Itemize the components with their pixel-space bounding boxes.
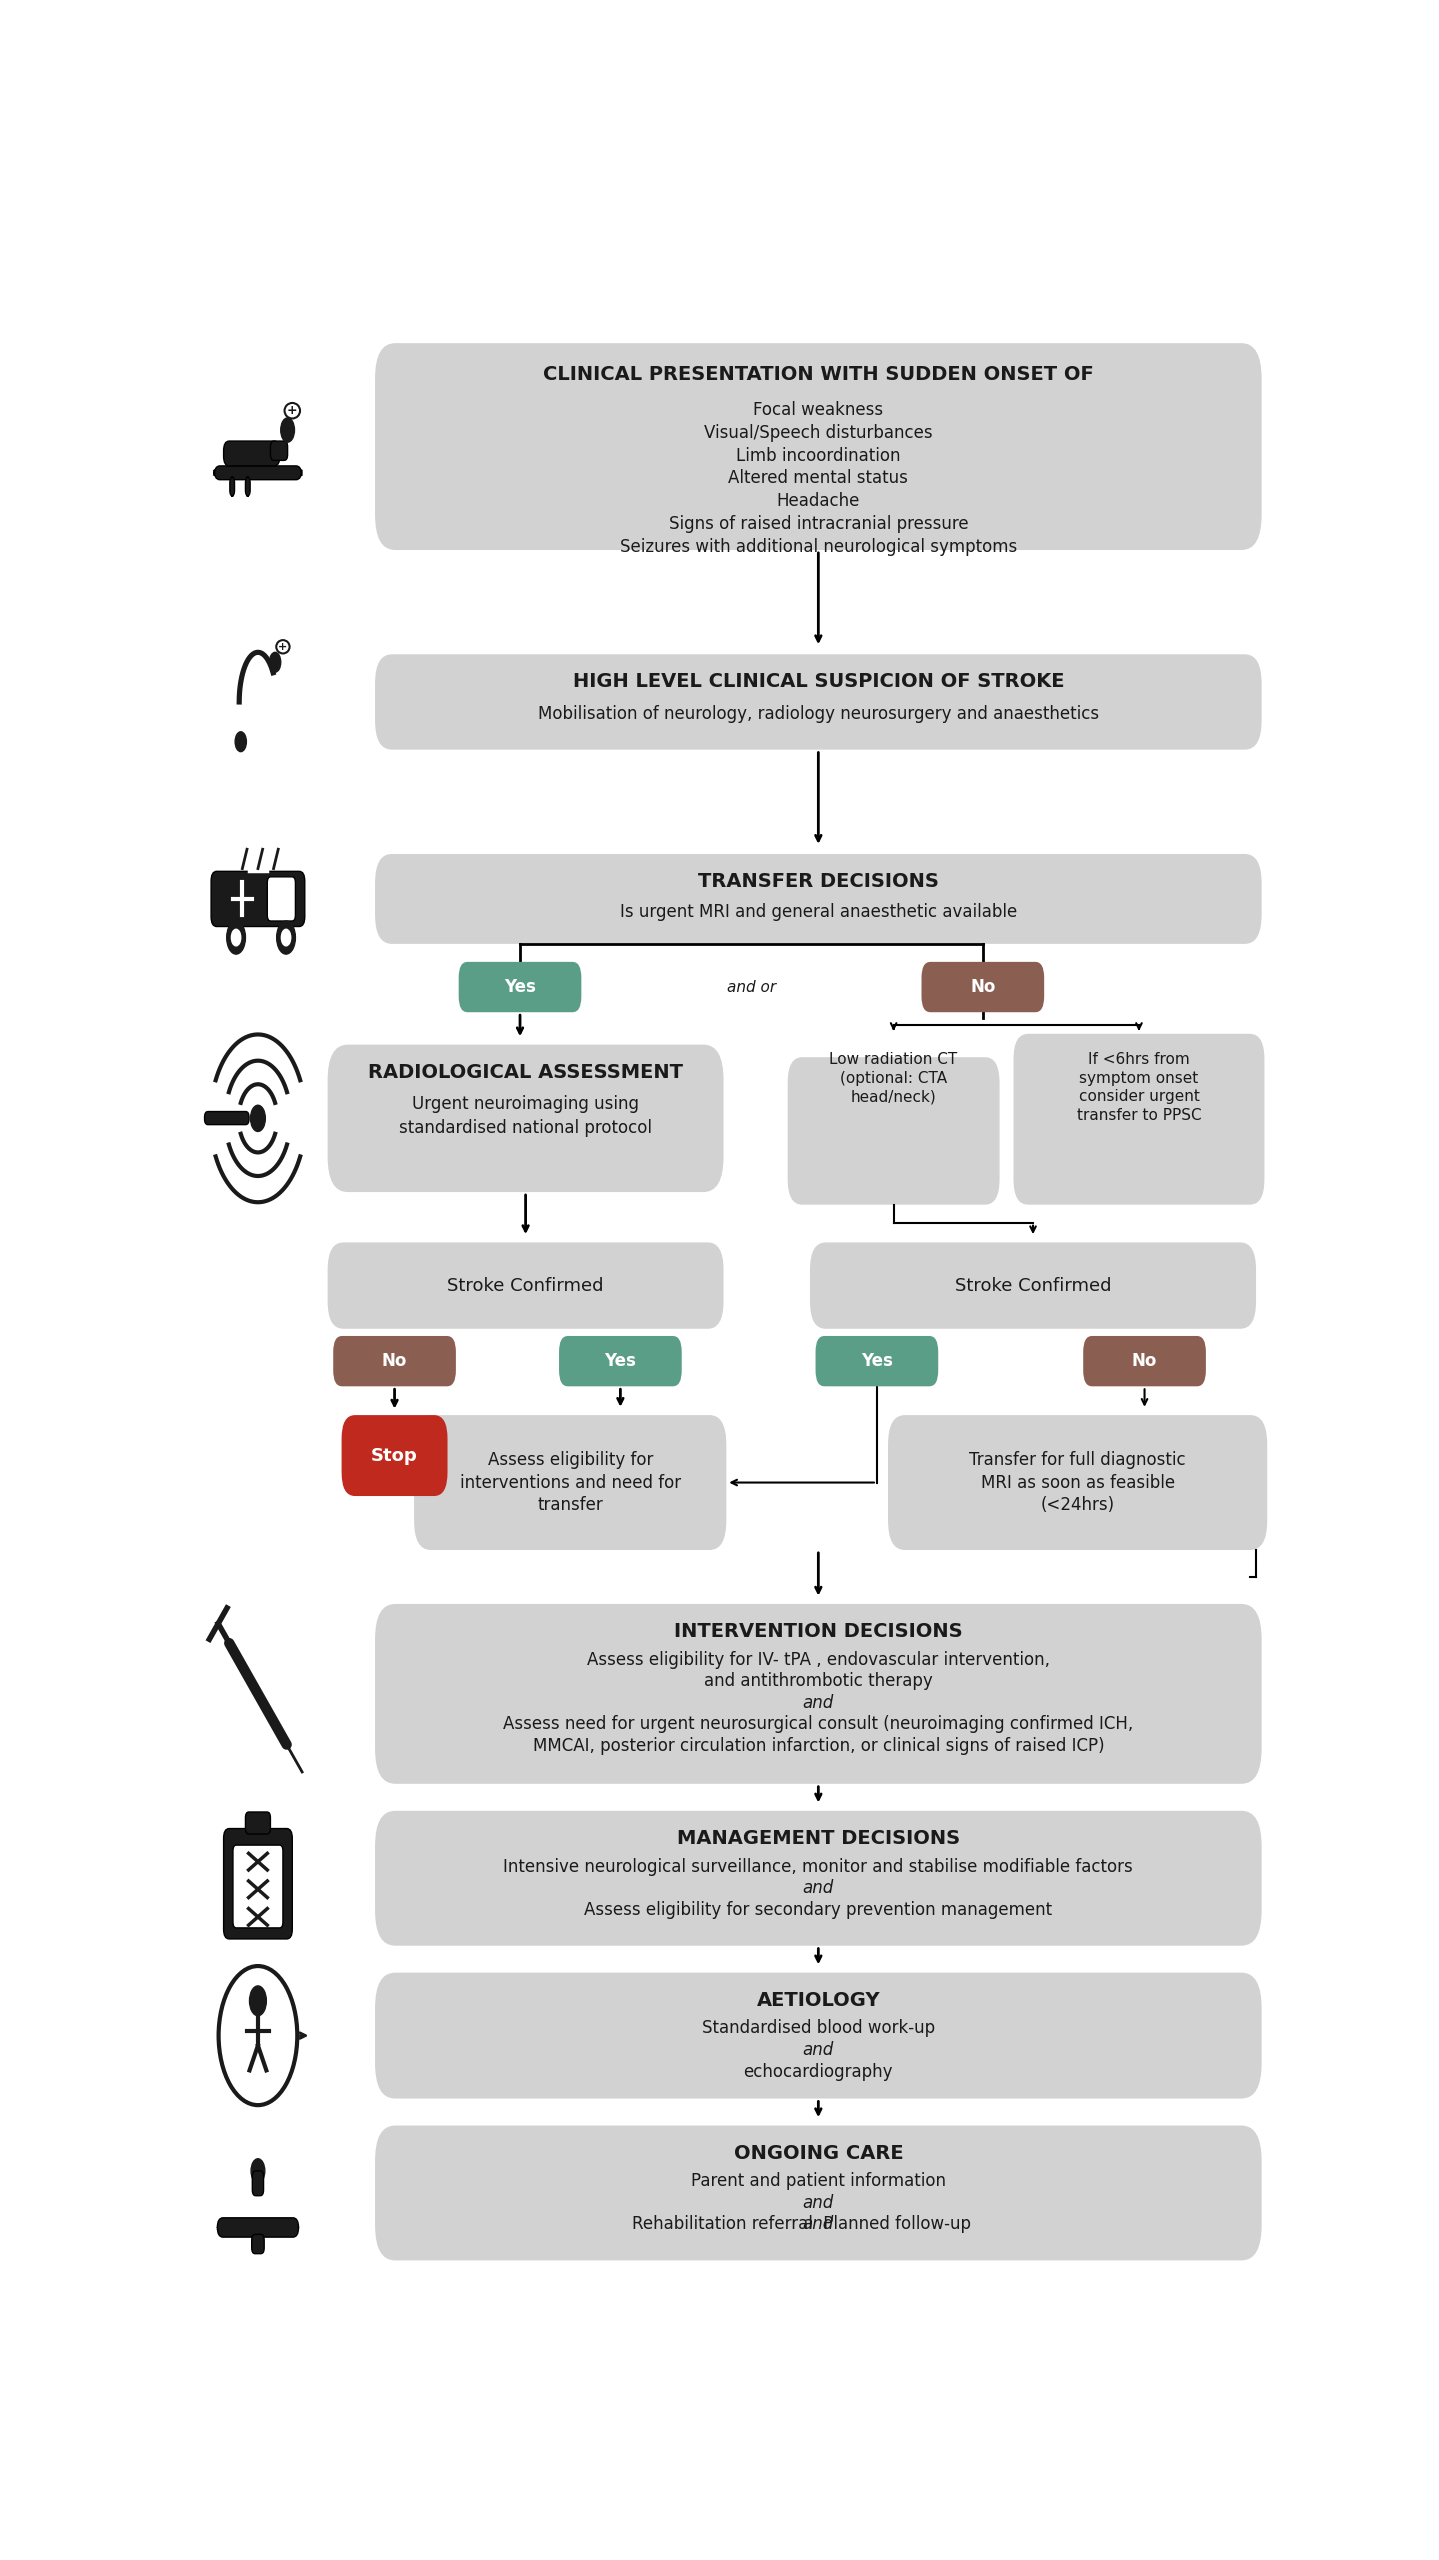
FancyBboxPatch shape xyxy=(271,440,288,461)
Text: AETIOLOGY: AETIOLOGY xyxy=(757,1992,881,2010)
Text: No: No xyxy=(970,978,996,996)
Text: Standardised blood work-up: Standardised blood work-up xyxy=(702,2020,935,2038)
Text: Assess eligibility for
interventions and need for
transfer: Assess eligibility for interventions and… xyxy=(459,1452,681,1516)
FancyBboxPatch shape xyxy=(268,878,295,922)
FancyBboxPatch shape xyxy=(328,1242,724,1329)
FancyBboxPatch shape xyxy=(246,1812,271,1833)
Text: and: and xyxy=(803,2040,835,2058)
FancyBboxPatch shape xyxy=(223,1828,292,1938)
FancyBboxPatch shape xyxy=(328,1044,724,1193)
FancyBboxPatch shape xyxy=(558,1336,682,1388)
Text: and or: and or xyxy=(727,980,776,993)
Text: and: and xyxy=(803,2194,835,2212)
FancyBboxPatch shape xyxy=(212,870,305,927)
Text: TRANSFER DECISIONS: TRANSFER DECISIONS xyxy=(698,873,938,891)
FancyBboxPatch shape xyxy=(376,1605,1262,1784)
Text: CLINICAL PRESENTATION WITH SUDDEN ONSET OF: CLINICAL PRESENTATION WITH SUDDEN ONSET … xyxy=(543,364,1094,384)
FancyBboxPatch shape xyxy=(223,440,279,466)
Text: and: and xyxy=(803,2214,835,2232)
Text: If <6hrs from
symptom onset
consider urgent
transfer to PPSC: If <6hrs from symptom onset consider urg… xyxy=(1076,1052,1202,1124)
FancyBboxPatch shape xyxy=(888,1416,1268,1549)
Text: Stroke Confirmed: Stroke Confirmed xyxy=(448,1277,604,1295)
Text: echocardiography: echocardiography xyxy=(744,2063,894,2081)
Text: Assess eligibility for IV- tPA , endovascular intervention,: Assess eligibility for IV- tPA , endovas… xyxy=(587,1651,1050,1669)
Text: No: No xyxy=(1132,1352,1157,1370)
Text: MMCAI, posterior circulation infarction, or clinical signs of raised ICP): MMCAI, posterior circulation infarction,… xyxy=(532,1738,1104,1756)
FancyBboxPatch shape xyxy=(376,1974,1262,2099)
Text: INTERVENTION DECISIONS: INTERVENTION DECISIONS xyxy=(673,1623,963,1641)
Text: Low radiation CT
(optional: CTA
head/neck): Low radiation CT (optional: CTA head/nec… xyxy=(829,1052,958,1103)
FancyBboxPatch shape xyxy=(376,2125,1262,2260)
FancyBboxPatch shape xyxy=(810,1242,1256,1329)
Text: ONGOING CARE: ONGOING CARE xyxy=(734,2143,904,2163)
FancyBboxPatch shape xyxy=(230,476,235,497)
FancyBboxPatch shape xyxy=(459,963,581,1011)
Text: Mobilisation of neurology, radiology neurosurgery and anaesthetics: Mobilisation of neurology, radiology neu… xyxy=(538,704,1099,722)
Circle shape xyxy=(269,653,281,673)
Text: Urgent neuroimaging using
standardised national protocol: Urgent neuroimaging using standardised n… xyxy=(399,1096,652,1137)
FancyBboxPatch shape xyxy=(246,476,250,497)
Circle shape xyxy=(250,1106,265,1132)
Circle shape xyxy=(249,1987,266,2015)
Text: Assess need for urgent neurosurgical consult (neuroimaging confirmed ICH,: Assess need for urgent neurosurgical con… xyxy=(504,1715,1134,1733)
Text: Yes: Yes xyxy=(604,1352,636,1370)
Text: Transfer for full diagnostic
MRI as soon as feasible
(<24hrs): Transfer for full diagnostic MRI as soon… xyxy=(970,1452,1186,1516)
FancyBboxPatch shape xyxy=(414,1416,727,1549)
Text: and: and xyxy=(803,1695,835,1713)
Text: Is urgent MRI and general anaesthetic available: Is urgent MRI and general anaesthetic av… xyxy=(620,904,1017,922)
FancyBboxPatch shape xyxy=(376,655,1262,750)
Text: Rehabilitation referral: Rehabilitation referral xyxy=(632,2214,819,2232)
Text: HIGH LEVEL CLINICAL SUSPICION OF STROKE: HIGH LEVEL CLINICAL SUSPICION OF STROKE xyxy=(573,673,1063,691)
FancyBboxPatch shape xyxy=(252,2235,265,2253)
FancyBboxPatch shape xyxy=(921,963,1045,1011)
Text: +: + xyxy=(286,404,298,417)
Text: No: No xyxy=(381,1352,407,1370)
FancyBboxPatch shape xyxy=(204,1111,249,1124)
FancyBboxPatch shape xyxy=(334,1336,456,1388)
FancyBboxPatch shape xyxy=(1084,1336,1206,1388)
FancyBboxPatch shape xyxy=(376,1810,1262,1946)
FancyBboxPatch shape xyxy=(787,1057,1000,1206)
Text: Assess eligibility for secondary prevention management: Assess eligibility for secondary prevent… xyxy=(584,1900,1052,1917)
Text: Yes: Yes xyxy=(861,1352,892,1370)
FancyBboxPatch shape xyxy=(1013,1034,1265,1206)
Circle shape xyxy=(282,929,291,945)
Text: RADIOLOGICAL ASSESSMENT: RADIOLOGICAL ASSESSMENT xyxy=(368,1062,684,1080)
Text: Parent and patient information: Parent and patient information xyxy=(691,2173,945,2191)
Text: MANAGEMENT DECISIONS: MANAGEMENT DECISIONS xyxy=(676,1828,960,1848)
Circle shape xyxy=(232,929,240,945)
Text: +: + xyxy=(278,643,288,653)
Circle shape xyxy=(227,922,246,955)
Circle shape xyxy=(235,732,246,753)
Text: Planned follow-up: Planned follow-up xyxy=(819,2214,971,2232)
Text: Stroke Confirmed: Stroke Confirmed xyxy=(954,1277,1111,1295)
Text: Intensive neurological surveillance, monitor and stabilise modifiable factors: Intensive neurological surveillance, mon… xyxy=(504,1859,1134,1876)
Circle shape xyxy=(281,417,295,443)
FancyBboxPatch shape xyxy=(214,466,302,479)
Circle shape xyxy=(250,2158,265,2184)
Text: and: and xyxy=(803,1879,835,1897)
Text: Focal weakness
Visual/Speech disturbances
Limb incoordination
Altered mental sta: Focal weakness Visual/Speech disturbance… xyxy=(620,402,1017,556)
FancyBboxPatch shape xyxy=(233,1846,283,1928)
FancyBboxPatch shape xyxy=(252,2171,263,2196)
Text: and antithrombotic therapy: and antithrombotic therapy xyxy=(704,1672,932,1690)
FancyBboxPatch shape xyxy=(341,1416,448,1495)
Circle shape xyxy=(276,922,295,955)
FancyBboxPatch shape xyxy=(376,855,1262,945)
Text: Stop: Stop xyxy=(371,1446,417,1464)
FancyBboxPatch shape xyxy=(376,343,1262,550)
FancyBboxPatch shape xyxy=(816,1336,938,1388)
FancyBboxPatch shape xyxy=(217,2217,298,2237)
Text: Yes: Yes xyxy=(504,978,535,996)
